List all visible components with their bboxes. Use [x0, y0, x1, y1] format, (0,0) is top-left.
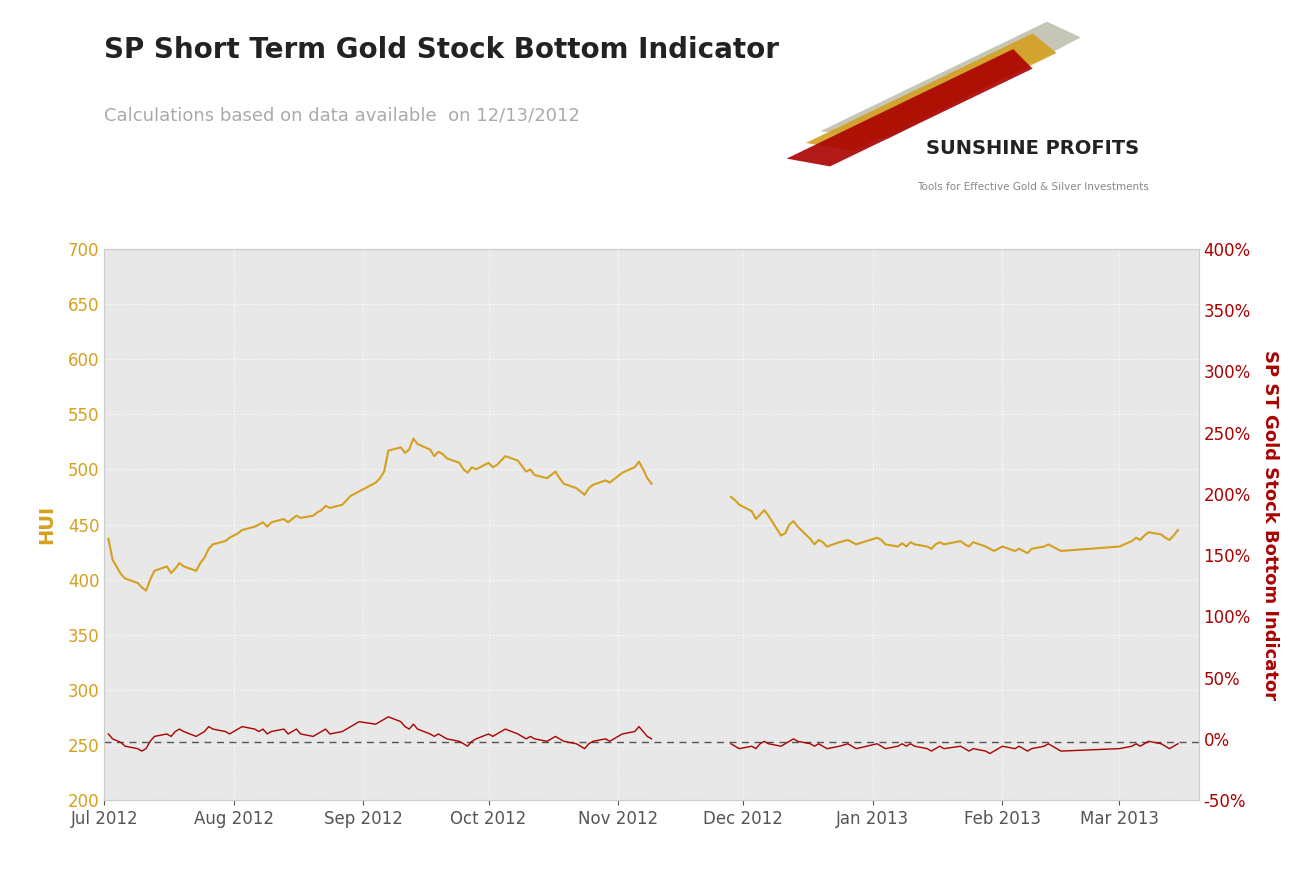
Y-axis label: HUI: HUI — [38, 505, 56, 544]
Text: Tools for Effective Gold & Silver Investments: Tools for Effective Gold & Silver Invest… — [916, 182, 1148, 192]
Y-axis label: SP ST Gold Stock Bottom Indicator: SP ST Gold Stock Bottom Indicator — [1260, 349, 1278, 700]
Polygon shape — [805, 34, 1057, 151]
Polygon shape — [787, 49, 1032, 166]
Text: SP Short Term Gold Stock Bottom Indicator: SP Short Term Gold Stock Bottom Indicato… — [104, 36, 779, 63]
Polygon shape — [821, 21, 1080, 139]
Text: Calculations based on data available  on 12/13/2012: Calculations based on data available on … — [104, 107, 580, 124]
Text: SUNSHINE PROFITS: SUNSHINE PROFITS — [926, 139, 1139, 158]
